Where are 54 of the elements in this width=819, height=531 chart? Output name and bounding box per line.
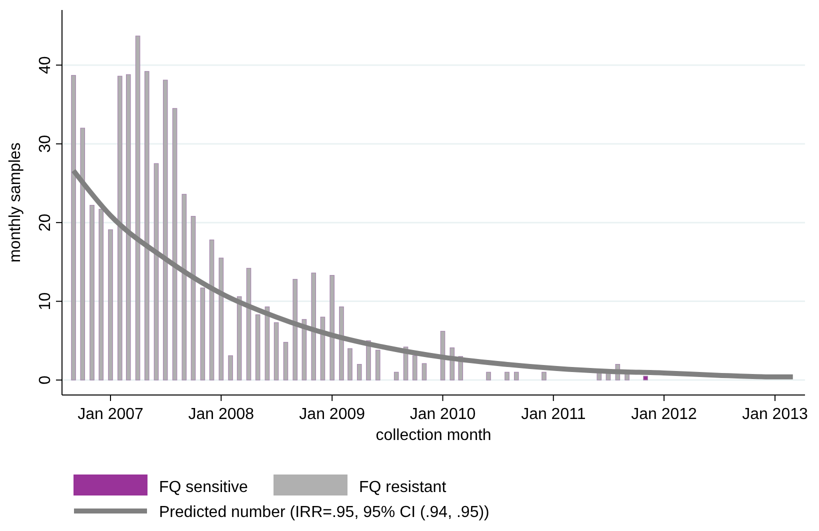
- x-tick-label: Jan 2013: [742, 406, 808, 423]
- bar: [135, 36, 140, 380]
- bar: [283, 342, 288, 380]
- bar: [236, 296, 242, 380]
- legend-label: Predicted number (IRR=.95, 95% CI (.94, .95)): [159, 504, 490, 521]
- x-tick-label: Jan 2007: [78, 406, 144, 423]
- y-axis-title: monthly samples: [7, 142, 24, 263]
- bar: [144, 71, 150, 380]
- bar: [154, 163, 159, 380]
- bar: [209, 240, 214, 380]
- bar: [422, 363, 427, 380]
- x-tick-label: Jan 2011: [521, 406, 586, 423]
- bar: [486, 372, 491, 380]
- x-tick-label: Jan 2009: [299, 406, 366, 423]
- bar: [190, 216, 196, 380]
- x-tick-label: Jan 2012: [631, 406, 698, 423]
- bar: [330, 275, 334, 380]
- x-axis-title: collection month: [376, 427, 492, 444]
- bar: [394, 372, 399, 380]
- bar: [311, 272, 316, 380]
- bar: [108, 229, 113, 380]
- bar: [172, 108, 178, 380]
- bar: [98, 208, 104, 380]
- y-tick-label: 20: [37, 214, 54, 232]
- bar: [356, 364, 362, 380]
- bar: [348, 348, 352, 380]
- y-tick-label: 10: [37, 292, 54, 310]
- bar: [375, 350, 380, 380]
- bar: [274, 322, 279, 380]
- bar: [200, 288, 206, 380]
- bar: [162, 80, 168, 380]
- legend-label: FQ sensitive: [159, 479, 248, 496]
- y-tick-label: 0: [37, 375, 54, 384]
- x-tick-label: Jan 2008: [188, 406, 254, 423]
- bar: [292, 278, 298, 380]
- y-tick-label: 30: [37, 134, 54, 153]
- bar: [412, 355, 418, 380]
- x-tick-label: Jan 2010: [410, 406, 476, 423]
- bar: [228, 355, 233, 380]
- bar: [339, 306, 344, 380]
- y-tick-label: 40: [37, 56, 54, 74]
- legend-label: FQ resistant: [359, 479, 447, 496]
- bar: [90, 204, 94, 380]
- bar: [182, 194, 187, 380]
- bar: [643, 376, 648, 380]
- bar: [218, 258, 224, 380]
- bar: [504, 372, 510, 380]
- bar: [255, 314, 260, 380]
- bar: [71, 75, 76, 380]
- bar: [542, 372, 546, 380]
- bar: [514, 372, 519, 380]
- bar: [126, 74, 131, 380]
- bar: [118, 76, 122, 380]
- bar: [80, 128, 86, 380]
